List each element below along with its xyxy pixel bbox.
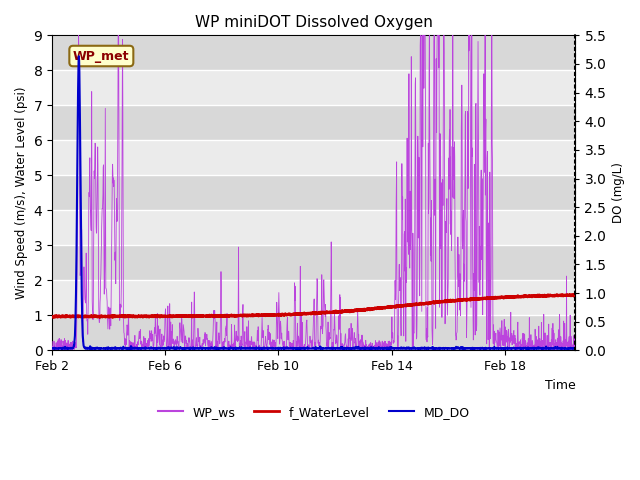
Bar bbox=[52, 105, 575, 140]
Y-axis label: Wind Speed (m/s), Water Level (psi): Wind Speed (m/s), Water Level (psi) bbox=[15, 86, 28, 299]
Bar bbox=[52, 36, 575, 71]
Bar bbox=[52, 245, 575, 280]
Legend: WP_ws, f_WaterLevel, MD_DO: WP_ws, f_WaterLevel, MD_DO bbox=[152, 401, 475, 424]
Bar bbox=[52, 280, 575, 315]
Bar bbox=[52, 71, 575, 105]
X-axis label: Time: Time bbox=[545, 379, 575, 392]
Bar bbox=[52, 210, 575, 245]
Text: WP_met: WP_met bbox=[73, 49, 129, 62]
Bar bbox=[52, 175, 575, 210]
Bar bbox=[52, 315, 575, 350]
Bar bbox=[52, 140, 575, 175]
Y-axis label: DO (mg/L): DO (mg/L) bbox=[612, 162, 625, 223]
Title: WP miniDOT Dissolved Oxygen: WP miniDOT Dissolved Oxygen bbox=[195, 15, 433, 30]
